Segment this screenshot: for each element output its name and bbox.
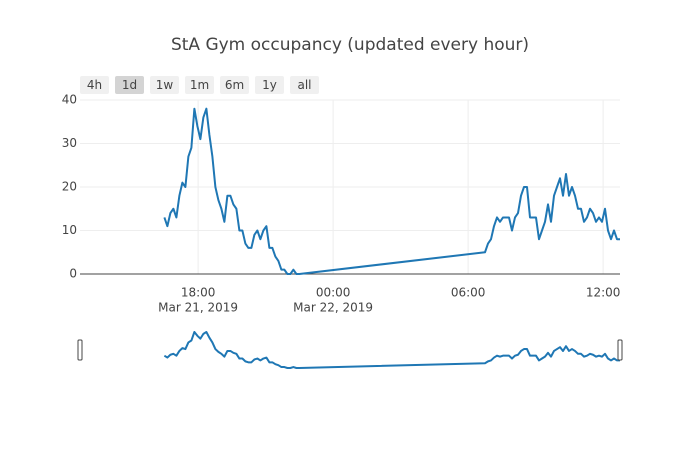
range-button-bg[interactable] <box>290 76 319 94</box>
range-button-label[interactable]: 1y <box>262 78 277 92</box>
range-button-label[interactable]: 1d <box>122 78 137 92</box>
range-button-bg[interactable] <box>255 76 284 94</box>
range-button[interactable]: 1m <box>185 76 214 94</box>
range-button-bg[interactable] <box>220 76 249 94</box>
range-slider-bg <box>80 330 620 370</box>
range-button[interactable]: 6m <box>220 76 249 94</box>
x-tick-label: 00:00 <box>316 286 351 300</box>
range-button[interactable]: 4h <box>80 76 109 94</box>
range-button-label[interactable]: all <box>297 78 311 92</box>
range-slider-line <box>163 331 620 369</box>
range-button-bg[interactable] <box>150 76 179 94</box>
range-button[interactable]: all <box>290 76 319 94</box>
y-tick-label: 30 <box>62 136 77 150</box>
range-button-bg[interactable] <box>80 76 109 94</box>
range-button[interactable]: 1y <box>255 76 284 94</box>
range-button-label[interactable]: 1w <box>156 78 174 92</box>
range-button-label[interactable]: 6m <box>225 78 244 92</box>
x-tick-label: Mar 21, 2019 <box>158 301 238 315</box>
range-slider-handle[interactable] <box>77 339 83 361</box>
range-button[interactable]: 1w <box>150 76 179 94</box>
y-tick-label: 10 <box>62 223 77 237</box>
range-slider-handle[interactable] <box>617 339 623 361</box>
range-button-label[interactable]: 4h <box>87 78 102 92</box>
y-tick-label: 0 <box>69 267 77 281</box>
y-tick-label: 40 <box>62 93 77 107</box>
x-tick-label: 06:00 <box>451 286 486 300</box>
x-tick-label: 18:00 <box>181 286 216 300</box>
range-button-bg[interactable] <box>115 76 144 94</box>
x-tick-label: Mar 22, 2019 <box>293 301 373 315</box>
range-button-label[interactable]: 1m <box>190 78 209 92</box>
data-line <box>163 107 620 275</box>
y-tick-label: 20 <box>62 180 77 194</box>
range-button[interactable]: 1d <box>115 76 144 94</box>
chart-title: StA Gym occupancy (updated every hour) <box>171 35 529 55</box>
range-button-bg[interactable] <box>185 76 214 94</box>
x-tick-label: 12:00 <box>586 286 621 300</box>
